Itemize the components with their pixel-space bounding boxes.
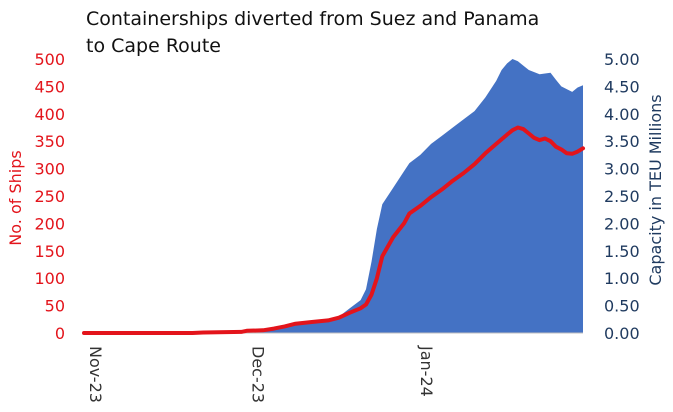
x-axis-ticks: Nov-23 Dec-23 Jan-24 [86,345,436,403]
left-tick-label: 150 [34,242,65,261]
left-tick-label: 50 [45,297,65,316]
right-tick-label: 3.00 [604,160,640,179]
right-tick-label: 2.00 [604,214,640,233]
chart-title-line-2: to Cape Route [86,35,221,57]
plot-area [82,59,585,335]
left-tick-label: 100 [34,269,65,288]
right-axis-ticks: 0.00 0.50 1.00 1.50 2.00 2.50 3.00 3.50 4.00 4.50… [604,50,640,343]
ships-line-series [82,125,585,335]
left-tick-label: 250 [34,187,65,206]
chart-title-line-1: Containerships diverted from Suez and Pa… [86,8,539,30]
right-tick-label: 0.50 [604,297,640,316]
right-tick-label: 1.00 [604,269,640,288]
right-tick-label: 2.50 [604,187,640,206]
right-axis-label: Capacity in TEU Millions [646,94,665,285]
x-tick-label: Dec-23 [249,346,268,403]
left-tick-label: 450 [34,77,65,96]
left-axis-label: No. of Ships [6,150,25,245]
right-tick-label: 0.00 [604,324,640,343]
left-tick-label: 350 [34,132,65,151]
left-tick-label: 300 [34,160,65,179]
left-axis-ticks: 0 50 100 150 200 250 300 350 400 450 500 [34,50,65,343]
left-tick-label: 500 [34,50,65,69]
right-tick-label: 1.50 [604,242,640,261]
right-tick-label: 4.50 [604,77,640,96]
right-tick-label: 4.00 [604,105,640,124]
left-tick-label: 0 [55,324,65,343]
capacity-area-series [84,59,583,333]
x-tick-label: Jan-24 [417,345,436,397]
x-tick-label: Nov-23 [86,346,105,403]
right-tick-label: 5.00 [604,50,640,69]
right-tick-label: 3.50 [604,132,640,151]
left-tick-label: 400 [34,105,65,124]
left-tick-label: 200 [34,214,65,233]
